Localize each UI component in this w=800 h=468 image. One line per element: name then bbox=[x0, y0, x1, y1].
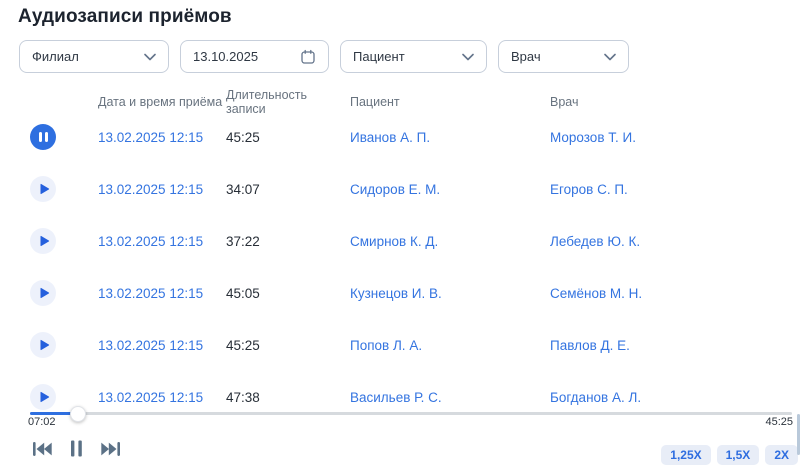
recording-duration: 47:38 bbox=[226, 389, 260, 405]
play-button[interactable] bbox=[30, 332, 56, 358]
table-row: 13.02.2025 12:15 45:25 Иванов А. П. Моро… bbox=[0, 111, 800, 163]
previous-track-icon bbox=[33, 441, 52, 456]
recording-datetime-link[interactable]: 13.02.2025 12:15 bbox=[98, 389, 204, 405]
next-track-button[interactable] bbox=[98, 439, 123, 459]
progress-thumb[interactable] bbox=[70, 405, 86, 422]
playback-speed-controls: 1,25X 1,5X 2X bbox=[661, 445, 798, 465]
elapsed-time: 07:02 bbox=[28, 416, 56, 428]
chevron-down-icon bbox=[144, 53, 156, 60]
total-time: 45:25 bbox=[765, 416, 793, 428]
play-icon bbox=[39, 391, 50, 403]
patient-link[interactable]: Попов Л. А. bbox=[350, 337, 423, 353]
date-picker-value: 13.10.2025 bbox=[193, 49, 259, 64]
recording-datetime-link[interactable]: 13.02.2025 12:15 bbox=[98, 129, 204, 145]
play-icon bbox=[39, 287, 50, 299]
pause-icon bbox=[71, 440, 82, 457]
recording-duration: 34:07 bbox=[226, 181, 260, 197]
play-icon bbox=[39, 235, 50, 247]
recording-datetime-link[interactable]: 13.02.2025 12:15 bbox=[98, 233, 204, 249]
pause-playback-button[interactable] bbox=[68, 438, 85, 459]
play-button[interactable] bbox=[30, 384, 56, 410]
recording-datetime-link[interactable]: 13.02.2025 12:15 bbox=[98, 337, 204, 353]
doctor-link[interactable]: Богданов А. Л. bbox=[550, 389, 642, 405]
play-icon bbox=[39, 339, 50, 351]
date-picker[interactable]: 13.10.2025 bbox=[180, 40, 329, 73]
doctor-link[interactable]: Морозов Т. И. bbox=[550, 129, 636, 145]
play-button[interactable] bbox=[30, 228, 56, 254]
audio-player bbox=[0, 404, 800, 422]
doctor-link[interactable]: Егоров С. П. bbox=[550, 181, 628, 197]
column-header-duration: Длительность записи bbox=[226, 88, 308, 116]
patient-link[interactable]: Сидоров Е. М. bbox=[350, 181, 441, 197]
chevron-down-icon bbox=[604, 53, 616, 60]
recording-datetime-link[interactable]: 13.02.2025 12:15 bbox=[98, 285, 204, 301]
column-header-datetime: Дата и время приёма bbox=[98, 95, 223, 109]
patient-select-label: Пациент bbox=[353, 49, 405, 64]
patient-link[interactable]: Смирнов К. Д. bbox=[350, 233, 439, 249]
chevron-down-icon bbox=[462, 53, 474, 60]
previous-track-button[interactable] bbox=[30, 439, 55, 459]
recording-datetime-link[interactable]: 13.02.2025 12:15 bbox=[98, 181, 204, 197]
recording-duration: 45:25 bbox=[226, 129, 260, 145]
doctor-select-label: Врач bbox=[511, 49, 541, 64]
branch-select[interactable]: Филиал bbox=[19, 40, 169, 73]
patient-select[interactable]: Пациент bbox=[340, 40, 487, 73]
recording-duration: 45:25 bbox=[226, 337, 260, 353]
doctor-link[interactable]: Семёнов М. Н. bbox=[550, 285, 643, 301]
patient-link[interactable]: Иванов А. П. bbox=[350, 129, 431, 145]
doctor-link[interactable]: Лебедев Ю. К. bbox=[550, 233, 641, 249]
calendar-icon bbox=[301, 49, 315, 64]
doctor-select[interactable]: Врач bbox=[498, 40, 629, 73]
patient-link[interactable]: Кузнецов И. В. bbox=[350, 285, 442, 301]
progress-fill bbox=[30, 412, 78, 415]
page-title: Аудиозаписи приёмов bbox=[18, 6, 232, 27]
scrollbar[interactable] bbox=[797, 414, 800, 455]
play-button[interactable] bbox=[30, 176, 56, 202]
play-button[interactable] bbox=[30, 280, 56, 306]
recording-duration: 45:05 bbox=[226, 285, 260, 301]
table-row: 13.02.2025 12:15 45:25 Попов Л. А. Павло… bbox=[0, 319, 800, 371]
filter-bar: Филиал 13.10.2025 Пациент Врач bbox=[19, 40, 629, 73]
table-row: 13.02.2025 12:15 34:07 Сидоров Е. М. Его… bbox=[0, 163, 800, 215]
table-row: 13.02.2025 12:15 45:05 Кузнецов И. В. Се… bbox=[0, 267, 800, 319]
pause-icon bbox=[38, 132, 48, 142]
column-header-doctor: Врач bbox=[550, 95, 579, 109]
play-icon bbox=[39, 183, 50, 195]
next-track-icon bbox=[101, 441, 120, 456]
speed-1-25x-button[interactable]: 1,25X bbox=[661, 445, 711, 465]
patient-link[interactable]: Васильев Р. С. bbox=[350, 389, 442, 405]
table-row: 13.02.2025 12:15 37:22 Смирнов К. Д. Леб… bbox=[0, 215, 800, 267]
progress-bar[interactable] bbox=[30, 405, 792, 422]
speed-2x-button[interactable]: 2X bbox=[765, 445, 798, 465]
pause-button[interactable] bbox=[30, 124, 56, 150]
transport-controls bbox=[30, 438, 123, 459]
recording-duration: 37:22 bbox=[226, 233, 260, 249]
speed-1-5x-button[interactable]: 1,5X bbox=[716, 445, 760, 465]
doctor-link[interactable]: Павлов Д. Е. bbox=[550, 337, 630, 353]
recordings-table: 13.02.2025 12:15 45:25 Иванов А. П. Моро… bbox=[0, 111, 800, 423]
column-header-patient: Пациент bbox=[350, 95, 400, 109]
table-header: Дата и время приёма Длительность записи … bbox=[0, 88, 800, 116]
table-row: 13.02.2025 12:15 47:38 Васильев Р. С. Бо… bbox=[0, 371, 800, 423]
time-labels: 07:02 45:25 bbox=[28, 416, 793, 428]
branch-select-label: Филиал bbox=[32, 49, 79, 64]
